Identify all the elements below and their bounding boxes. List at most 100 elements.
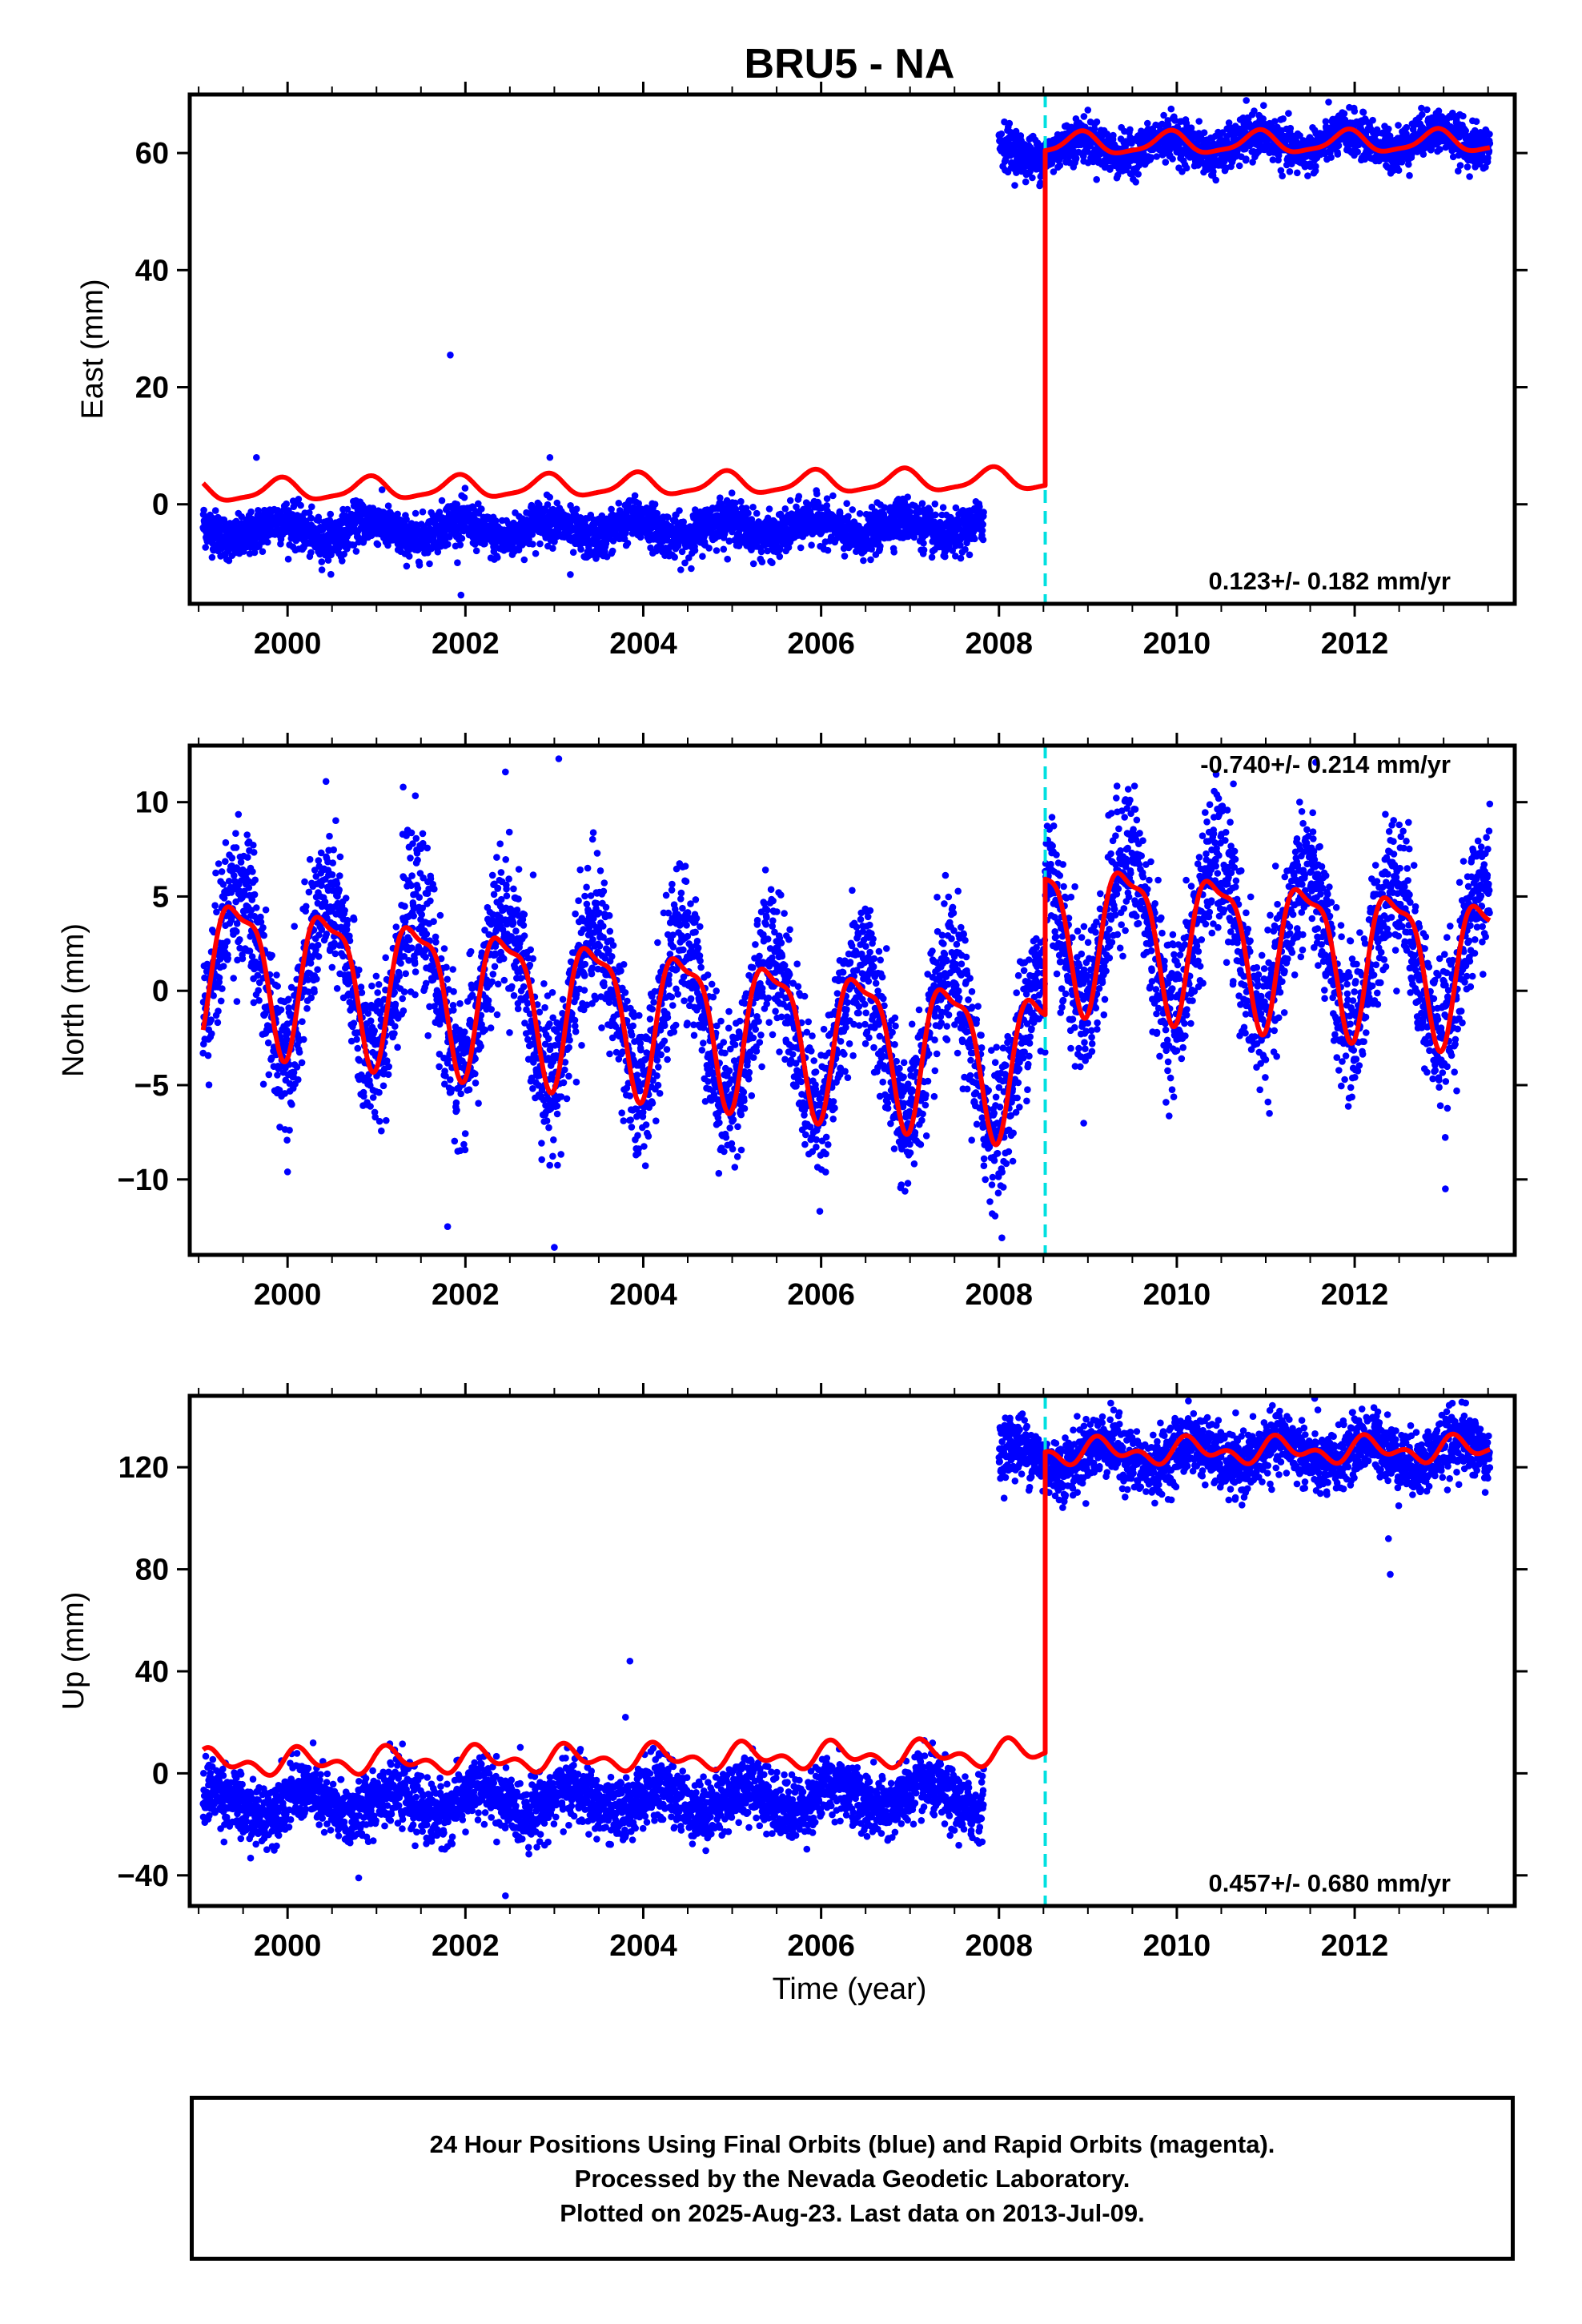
- data-point: [705, 545, 713, 552]
- data-point: [307, 514, 315, 522]
- data-point: [978, 527, 986, 534]
- data-point: [1006, 119, 1014, 127]
- data-point: [1260, 102, 1267, 109]
- data-point: [1286, 168, 1294, 175]
- data-point: [454, 559, 461, 566]
- data-point: [1080, 113, 1088, 120]
- data-point: [1182, 164, 1191, 172]
- data-point: [823, 495, 831, 502]
- data-point: [208, 553, 216, 561]
- data-point: [728, 489, 736, 497]
- data-point: [635, 500, 642, 507]
- data-point: [1304, 172, 1311, 179]
- data-point: [678, 548, 686, 556]
- data-point: [374, 541, 382, 549]
- data-point: [636, 533, 644, 541]
- data-point: [1385, 125, 1392, 133]
- data-point: [460, 494, 468, 501]
- data-point: [211, 507, 219, 514]
- data-point: [1029, 174, 1036, 182]
- data-point: [340, 550, 348, 558]
- data-point: [416, 561, 424, 569]
- data-point: [472, 540, 479, 547]
- data-point: [841, 553, 849, 560]
- data-point: [284, 555, 292, 563]
- data-point: [494, 553, 501, 561]
- data-point: [681, 559, 689, 567]
- data-point: [753, 509, 761, 517]
- data-point: [1395, 122, 1402, 129]
- data-point: [458, 535, 466, 542]
- data-point: [843, 500, 850, 507]
- data-point: [932, 511, 939, 519]
- data-point: [327, 551, 335, 559]
- data-point: [979, 536, 987, 544]
- data-point: [653, 509, 661, 517]
- data-point: [713, 547, 721, 554]
- data-point: [717, 494, 724, 501]
- data-point: [569, 549, 577, 556]
- data-point: [1395, 167, 1403, 174]
- data-point: [1235, 162, 1243, 170]
- data-point: [434, 548, 442, 556]
- data-point: [724, 555, 731, 563]
- data-point: [608, 547, 616, 555]
- data-point: [405, 553, 413, 560]
- data-point: [813, 490, 821, 497]
- data-point: [520, 556, 528, 564]
- data-point: [553, 499, 561, 507]
- data-point: [403, 562, 411, 570]
- data-point: [890, 549, 897, 556]
- data-point: [426, 560, 433, 568]
- data-point: [320, 525, 327, 532]
- data-point: [472, 547, 480, 555]
- data-point: [1056, 162, 1064, 169]
- data-point: [966, 551, 974, 559]
- data-point: [1405, 161, 1412, 168]
- data-point: [1351, 107, 1359, 115]
- data-point: [403, 516, 410, 523]
- data-point: [980, 509, 987, 516]
- data-point: [671, 553, 678, 561]
- data-point: [867, 556, 874, 564]
- data-point: [939, 504, 947, 511]
- data-point: [438, 497, 446, 505]
- data-point: [324, 557, 332, 564]
- data-point: [335, 545, 343, 552]
- data-point: [1423, 106, 1431, 114]
- data-point: [292, 537, 300, 545]
- data-point: [1022, 178, 1030, 186]
- data-point: [200, 506, 207, 514]
- data-point: [918, 500, 926, 507]
- data-point: [577, 545, 584, 553]
- data-point: [920, 546, 928, 554]
- data-point: [481, 540, 488, 548]
- data-point: [776, 553, 784, 561]
- data-point: [1126, 126, 1134, 134]
- data-point: [384, 541, 391, 549]
- data-point: [718, 500, 725, 508]
- data-point: [725, 537, 733, 545]
- data-point: [444, 541, 452, 548]
- data-point: [1285, 110, 1292, 117]
- data-point: [225, 557, 233, 565]
- data-point: [1406, 171, 1413, 179]
- data-point: [998, 130, 1006, 138]
- data-point: [453, 501, 461, 509]
- data-point: [1279, 115, 1287, 123]
- data-point: [461, 485, 469, 492]
- data-point: [378, 486, 386, 493]
- chart-title: BRU5 - NA: [745, 41, 955, 87]
- data-point: [549, 545, 556, 552]
- data-point: [732, 499, 739, 507]
- data-point: [786, 497, 794, 505]
- data-point: [1327, 154, 1335, 161]
- data-point: [419, 508, 427, 516]
- data-point: [384, 502, 392, 509]
- data-point: [691, 547, 699, 554]
- data-point: [676, 507, 683, 514]
- data-point: [781, 505, 789, 513]
- data-point: [1359, 109, 1367, 116]
- data-point: [1243, 97, 1250, 104]
